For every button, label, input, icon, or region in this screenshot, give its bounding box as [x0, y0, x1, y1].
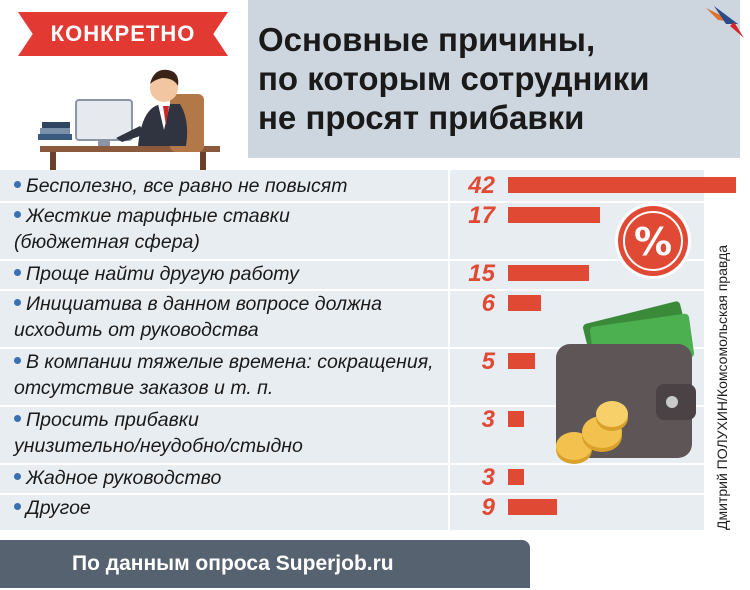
category-label-line: (бюджетная сфера)	[14, 231, 200, 253]
data-label: 6	[481, 290, 495, 317]
bullet-icon	[14, 503, 21, 511]
bar	[508, 295, 541, 311]
badge-ribbon	[18, 12, 228, 56]
category-label: В компании тяжелые времена: сокращения, о…	[14, 349, 444, 401]
data-label: 9	[481, 494, 495, 521]
category-label-line: Жадное руководство	[26, 467, 222, 489]
source-footer	[0, 540, 530, 588]
bar	[508, 353, 536, 369]
row-separator	[0, 347, 704, 349]
data-label: 15	[468, 260, 495, 287]
data-label: 17	[468, 202, 495, 229]
row-separator	[0, 289, 704, 291]
category-label-line: Просить прибавки	[26, 409, 199, 431]
bar	[508, 469, 525, 485]
bullet-icon	[14, 415, 21, 423]
title-panel	[248, 0, 740, 158]
wallet-coins-illustration	[556, 301, 696, 464]
svg-text:%: %	[634, 220, 672, 264]
source-note: По данным опроса Superjob.ru	[72, 552, 394, 575]
bar	[508, 177, 736, 193]
category-label-line: Инициатива в данном вопросе должна	[26, 293, 382, 315]
category-label: Другое	[14, 495, 444, 521]
bird-logo-icon	[706, 6, 744, 38]
data-label: 3	[481, 406, 495, 433]
data-label: 3	[481, 464, 495, 491]
category-label: Бесполезно, все равно не повысят	[14, 173, 444, 199]
data-label: 5	[481, 348, 495, 375]
row-separator	[0, 259, 704, 261]
data-label: 42	[468, 172, 495, 199]
category-label-line: отсутствие заказов и т. п.	[14, 377, 274, 399]
bullet-icon	[14, 181, 21, 189]
office-worker-illustration	[38, 69, 220, 170]
category-label: Проще найти другую работу	[14, 261, 444, 287]
category-label-line: унизительно/неудобно/стыдно	[14, 435, 303, 457]
row-separator	[0, 201, 704, 203]
category-label-line: В компании тяжелые времена: сокращения,	[26, 351, 434, 373]
category-label-line: Жесткие тарифные ставки	[26, 205, 290, 227]
category-label-line: исходить от руководства	[14, 319, 259, 341]
category-label-line: Проще найти другую работу	[26, 263, 299, 285]
bar	[508, 207, 601, 223]
bar	[508, 265, 590, 281]
bullet-icon	[14, 269, 21, 277]
row-separator	[0, 463, 704, 465]
column-divider	[448, 170, 450, 530]
bullet-icon	[14, 299, 21, 307]
category-label: Инициатива в данном вопросе должна исходи…	[14, 291, 444, 343]
photo-credit: Дмитрий ПОЛУХИН/Комсомольская правда	[714, 244, 730, 530]
row-separator	[0, 493, 704, 495]
category-label-line: Бесполезно, все равно не повысят	[26, 175, 348, 197]
category-label: Жесткие тарифные ставки (бюджетная сфера)	[14, 203, 444, 255]
percent-icon: %	[615, 203, 691, 279]
category-label: Жадное руководство	[14, 465, 444, 491]
bullet-icon	[14, 473, 21, 481]
page-title: Основные причины, по которым сотрудники …	[258, 21, 650, 136]
bar	[508, 411, 525, 427]
bar	[508, 499, 557, 515]
bullet-icon	[14, 211, 21, 219]
badge-label: КОНКРЕТНО	[50, 21, 196, 46]
category-label: Просить прибавки унизительно/неудобно/сты…	[14, 407, 444, 459]
category-label-line: Другое	[26, 497, 91, 519]
row-separator	[0, 405, 704, 407]
bullet-icon	[14, 357, 21, 365]
